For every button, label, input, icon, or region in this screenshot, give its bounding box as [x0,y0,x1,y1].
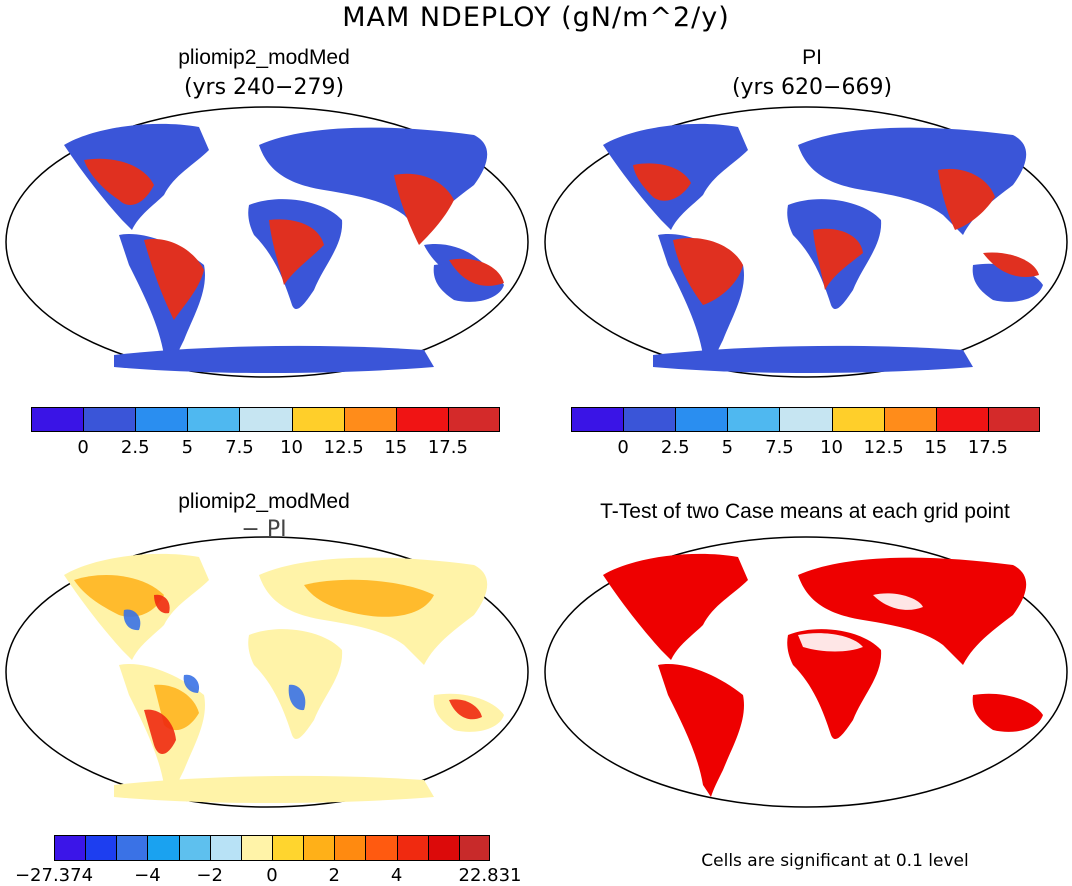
colorbar-tick-label: 7.5 [765,437,794,458]
panel1-subtitle: (yrs 240−279) [183,75,345,100]
colorbar-tick-label: 0 [77,437,89,458]
colorbar-swatch [55,836,87,860]
colorbar-tick-label: 2.5 [660,437,690,458]
panel3-map [5,536,529,808]
colorbar-tick-label: 5 [721,437,734,458]
colorbar-swatch [624,408,677,431]
colorbar-swatch [448,408,499,431]
colorbar-swatch [728,408,781,431]
colorbar-swatch [273,836,305,860]
colorbar-swatch [988,408,1039,431]
panel3-title: pliomip2_modMed [178,490,350,513]
colorbar-swatch [459,836,489,860]
colorbar-tick-label: −27.374 [14,865,94,886]
colorbar-swatch [884,408,937,431]
colorbar-swatch [292,408,345,431]
colorbar-swatch [86,836,118,860]
colorbar-bottom [54,835,490,861]
colorbar-tick-label: 12.5 [863,437,904,458]
colorbar-tick-label: 7.5 [225,437,254,458]
panel2-subtitle: (yrs 620−669) [731,75,893,100]
colorbar-tick-label: −2 [196,865,223,886]
colorbar-tick-label: 10 [280,437,303,458]
colorbar-tick-label: 10 [820,437,843,458]
colorbar-swatch [676,408,729,431]
colorbar-swatch [117,836,149,860]
colorbar-swatch [780,408,833,431]
colorbar-swatch [304,836,336,860]
colorbar-top-right [571,407,1040,432]
colorbar-swatch [241,836,273,860]
colorbar-swatch [832,408,885,431]
colorbar-top-left [31,407,500,432]
colorbar-swatch [84,408,137,431]
colorbar-tick-label: 2 [328,865,341,886]
colorbar-tick-label: 15 [384,437,408,458]
colorbar-swatch [397,836,429,860]
panel1-map [5,106,529,378]
colorbar-tick-label: 22.831 [458,865,522,886]
panel4-title: T-Test of two Case means at each grid po… [600,500,1010,523]
colorbar-swatch [179,836,211,860]
colorbar-tick-label: 4 [390,865,403,886]
colorbar-tick-label: −4 [134,865,161,886]
colorbar-swatch [572,408,625,431]
colorbar-tick-label: 2.5 [120,437,150,458]
colorbar-tick-label: 0 [266,865,278,886]
colorbar-swatch [240,408,293,431]
colorbar-swatch [936,408,989,431]
colorbar-swatch [428,836,460,860]
colorbar-tick-label: 17.5 [967,437,1008,458]
panel4-map [544,536,1068,808]
panel2-map [544,106,1068,378]
colorbar-swatch [136,408,189,431]
significance-note: Cells are significant at 0.1 level [701,851,969,871]
colorbar-swatch [335,836,367,860]
colorbar-swatch [396,408,449,431]
colorbar-swatch [210,836,242,860]
panel1-title: pliomip2_modMed [178,46,350,69]
colorbar-swatch [188,408,241,431]
panel2-title: PI [802,46,822,69]
colorbar-tick-label: 12.5 [323,437,364,458]
colorbar-tick-label: 5 [181,437,194,458]
colorbar-tick-label: 0 [617,437,629,458]
colorbar-swatch [148,836,180,860]
colorbar-tick-label: 15 [924,437,948,458]
colorbar-swatch [32,408,85,431]
colorbar-swatch [344,408,397,431]
figure-title: MAM NDEPLOY (gN/m^2/y) [342,2,730,33]
colorbar-swatch [366,836,398,860]
colorbar-tick-label: 17.5 [427,437,468,458]
